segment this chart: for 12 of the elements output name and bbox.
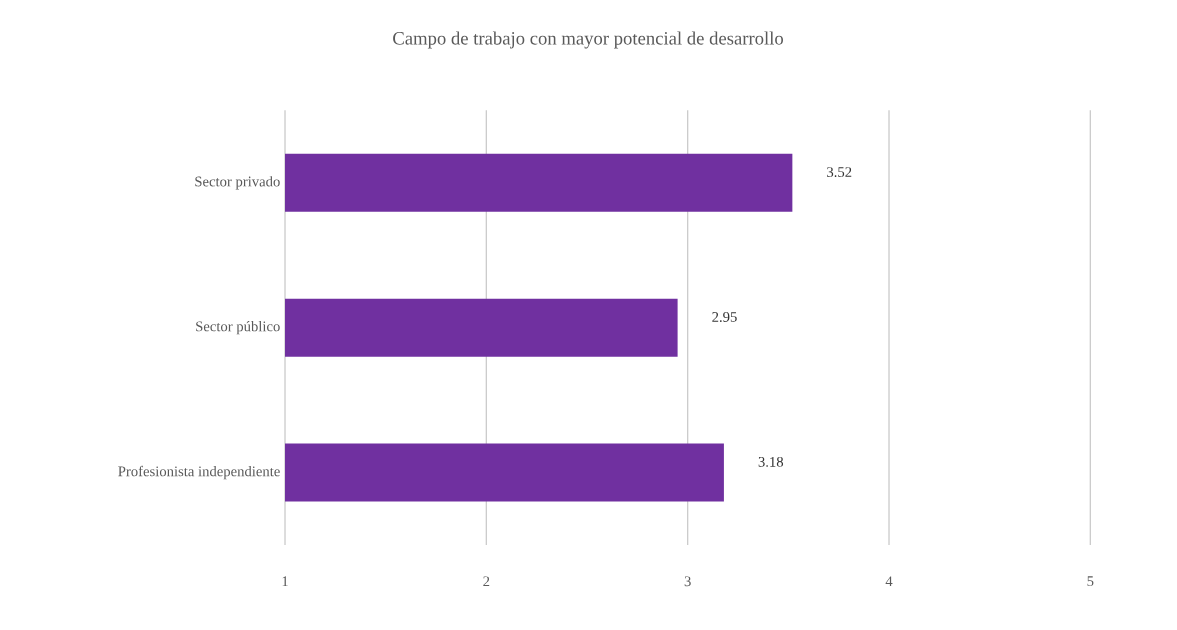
x-tick-label: 3 bbox=[684, 576, 691, 587]
chart-title: Campo de trabajo con mayor potencial de desarrollo bbox=[393, 31, 784, 49]
data-label: 2.95 bbox=[712, 312, 737, 322]
y-tick-label: Profesionista independiente bbox=[118, 465, 280, 480]
x-tick-label: 4 bbox=[885, 576, 893, 587]
x-tick-label: 2 bbox=[483, 576, 490, 587]
data-label: 3.18 bbox=[758, 456, 784, 467]
x-tick-label: 1 bbox=[282, 576, 288, 587]
y-tick-label: Sector privado bbox=[195, 176, 280, 190]
data-label: 3.52 bbox=[827, 167, 852, 178]
y-tick-label: Sector público bbox=[196, 321, 280, 335]
x-tick-label: 5 bbox=[1087, 576, 1094, 587]
